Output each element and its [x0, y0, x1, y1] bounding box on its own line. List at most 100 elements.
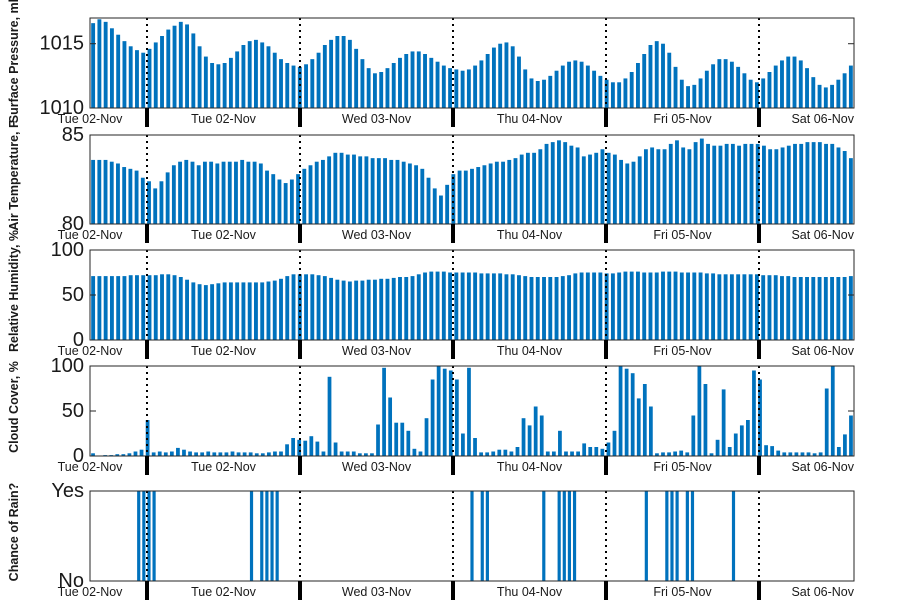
- bar: [254, 453, 259, 456]
- x-tick-label: Wed 03-Nov: [342, 585, 412, 599]
- bar: [347, 39, 352, 108]
- bar: [432, 188, 437, 224]
- bar: [703, 384, 708, 456]
- bar: [679, 450, 684, 456]
- bar: [643, 149, 648, 224]
- bar: [339, 451, 344, 456]
- bar: [575, 147, 580, 224]
- bar: [285, 63, 290, 108]
- bar: [370, 158, 375, 224]
- bar: [153, 275, 158, 340]
- bar: [352, 154, 356, 224]
- bar: [235, 51, 240, 108]
- bar: [619, 159, 623, 224]
- bar: [679, 272, 684, 340]
- bar: [479, 273, 484, 340]
- bar: [260, 282, 265, 340]
- bar: [742, 274, 747, 340]
- bar: [133, 451, 138, 456]
- bar: [715, 439, 720, 456]
- bar: [116, 34, 121, 108]
- bar: [335, 36, 340, 108]
- bar: [491, 451, 496, 456]
- bar: [670, 491, 674, 581]
- bar: [147, 275, 152, 340]
- bar: [165, 172, 170, 224]
- bar: [504, 274, 509, 340]
- y-tick-label: 50: [62, 284, 84, 306]
- bar: [668, 143, 673, 224]
- bar: [91, 453, 95, 456]
- bar: [485, 452, 490, 456]
- bar: [636, 63, 640, 108]
- axes-frame: [89, 490, 855, 582]
- bar: [185, 279, 189, 340]
- bar: [655, 453, 659, 456]
- bar: [176, 447, 180, 456]
- bar: [693, 142, 698, 224]
- bar: [249, 491, 254, 581]
- bar: [147, 48, 152, 108]
- bar: [441, 65, 446, 108]
- bar: [573, 273, 578, 340]
- bar: [743, 143, 748, 224]
- bar: [521, 418, 526, 456]
- bar: [460, 272, 465, 340]
- bar: [271, 174, 276, 224]
- bar: [135, 50, 139, 108]
- bar: [354, 48, 359, 108]
- bar: [539, 415, 544, 456]
- x-tick-label: Tue 02-Nov: [191, 460, 257, 474]
- bar: [91, 276, 96, 340]
- bar: [513, 158, 518, 224]
- bar: [661, 43, 665, 108]
- axes-frame: [89, 134, 855, 225]
- bar: [721, 389, 726, 456]
- bar: [594, 447, 599, 456]
- bar: [704, 273, 709, 340]
- bar: [476, 167, 481, 224]
- bar: [406, 430, 411, 456]
- bar: [473, 272, 478, 340]
- bar: [218, 452, 223, 456]
- bar: [160, 36, 164, 108]
- bar: [448, 68, 453, 108]
- bars-panel-1: [91, 19, 853, 108]
- bar: [749, 143, 754, 224]
- bar: [122, 167, 127, 224]
- bar: [347, 281, 352, 340]
- bar: [579, 272, 584, 340]
- bar: [410, 276, 415, 340]
- bar: [731, 491, 736, 581]
- x-tick-label: Tue 02-Nov: [191, 112, 257, 126]
- bar: [461, 433, 465, 456]
- bar: [562, 491, 566, 581]
- bar: [153, 42, 158, 108]
- bar: [184, 159, 189, 224]
- bar: [523, 69, 528, 108]
- bar: [485, 273, 490, 340]
- bar: [768, 149, 773, 224]
- bar: [448, 272, 453, 340]
- bar: [697, 366, 702, 456]
- bar: [793, 143, 797, 224]
- bar: [501, 161, 505, 224]
- bar: [560, 276, 565, 340]
- bar: [303, 440, 308, 456]
- x-tick-label: Tue 02-Nov: [191, 344, 257, 358]
- bar: [266, 46, 271, 108]
- bar: [197, 284, 202, 340]
- bar: [806, 452, 811, 456]
- bar: [454, 379, 459, 456]
- y-axis-label: Air Temperature, F: [7, 120, 21, 231]
- bar: [97, 276, 102, 340]
- bar: [600, 149, 605, 224]
- bar: [554, 70, 559, 108]
- bar: [644, 491, 648, 581]
- bar: [557, 491, 561, 581]
- bar: [240, 159, 245, 224]
- bar: [805, 277, 809, 340]
- bar: [598, 75, 603, 108]
- bar: [517, 56, 521, 108]
- bar: [823, 87, 828, 108]
